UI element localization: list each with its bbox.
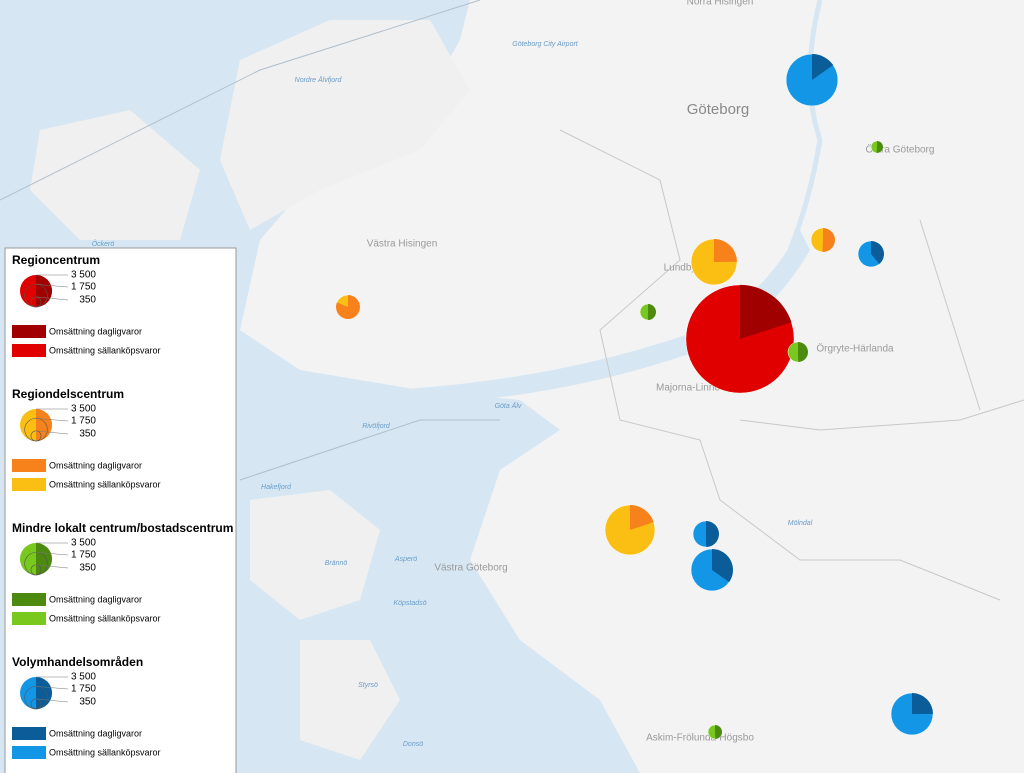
legend-swatch <box>12 593 46 606</box>
legend-scale-label: 1 750 <box>71 416 96 427</box>
place-label: Öckerö <box>92 240 115 248</box>
place-label: Köpstadsö <box>393 600 426 607</box>
legend-leader <box>35 284 69 288</box>
place-label: Majorna-Linné <box>656 383 720 394</box>
place-label: Rivöfjord <box>362 423 391 430</box>
legend-title: Volymhandelsområden <box>12 655 143 669</box>
pie-daily <box>798 341 809 363</box>
legend-item: Omsättning dagligvaror <box>49 594 142 604</box>
legend-leader <box>35 296 69 301</box>
pie-daily <box>630 505 654 530</box>
island <box>300 640 400 760</box>
place-label: Askim-Frölunda-Högsbo <box>646 733 754 744</box>
legend-scale-label: 1 750 <box>71 550 96 561</box>
pie-daily <box>822 227 836 253</box>
legend-item: Omsättning sällanköpsvaror <box>49 479 161 489</box>
legend-swatch <box>12 344 46 357</box>
pie-daily <box>876 141 883 153</box>
place-label: Styrsö <box>358 682 378 689</box>
legend-item: Omsättning dagligvaror <box>49 728 142 738</box>
legend-scale-label: 1 750 <box>71 282 96 293</box>
legend-title: Regiondelscentrum <box>12 387 124 401</box>
place-label: Asperö <box>394 556 417 563</box>
legend-scale-label: 3 500 <box>71 404 96 415</box>
legend-item: Omsättning sällanköpsvaror <box>49 747 161 757</box>
place-label: Örgryte-Härlanda <box>816 343 894 355</box>
place-label: Göteborg <box>687 101 750 118</box>
legend-title: Mindre lokalt centrum/bostadscentrum <box>12 521 233 535</box>
pie-daily <box>706 521 719 547</box>
legend-swatch <box>12 612 46 625</box>
pie-daily <box>912 692 934 714</box>
legend-leader <box>35 698 69 703</box>
legend-scale-label: 350 <box>79 295 96 306</box>
legend-scale-label: 350 <box>79 697 96 708</box>
pie-daily <box>335 294 361 320</box>
place-label: Västra Hisingen <box>367 239 438 250</box>
legend-scale-label: 3 500 <box>71 270 96 281</box>
place-label: Donsö <box>403 741 423 748</box>
place-label: Nordre Älvfjord <box>295 76 343 84</box>
legend-scale-label: 3 500 <box>71 538 96 549</box>
legend-leader <box>35 552 69 556</box>
legend-scale-label: 1 750 <box>71 684 96 695</box>
pie-daily <box>714 239 737 262</box>
legend-scale-label: 350 <box>79 563 96 574</box>
island <box>250 490 380 620</box>
legend-swatch <box>12 746 46 759</box>
place-label: Mölndal <box>788 520 813 527</box>
legend-leader <box>35 686 69 690</box>
legend-item: Omsättning sällanköpsvaror <box>49 613 161 623</box>
legend-item: Omsättning dagligvaror <box>49 326 142 336</box>
mainland <box>240 0 1024 773</box>
place-label: Lundby <box>664 263 697 274</box>
district-border <box>559 129 1024 601</box>
island <box>220 20 470 230</box>
river <box>787 0 823 251</box>
legend-swatch <box>12 325 46 338</box>
legend-scale-label: 350 <box>79 429 96 440</box>
island <box>30 110 200 240</box>
legend-title: Regioncentrum <box>12 253 100 267</box>
legend-item: Omsättning dagligvaror <box>49 460 142 470</box>
place-label: Brännö <box>325 560 348 567</box>
legend-leader <box>35 418 69 422</box>
legend-leader <box>35 564 69 569</box>
place-label: Hakefjord <box>261 484 292 491</box>
pie-daily <box>871 241 884 264</box>
pie-daily <box>712 548 734 583</box>
place-label: Västra Göteborg <box>434 563 507 574</box>
pie-daily <box>715 724 723 739</box>
legend-swatch <box>12 727 46 740</box>
pie-daily <box>740 284 792 339</box>
legend-swatch <box>12 478 46 491</box>
legend-leader <box>35 430 69 435</box>
place-label: Norra Hisingen <box>687 0 754 8</box>
municipal-border <box>0 0 500 481</box>
pie-daily <box>647 304 656 320</box>
pie-daily <box>812 54 834 80</box>
place-label: Göta Älv <box>495 402 522 410</box>
legend-scale-label: 3 500 <box>71 672 96 683</box>
place-label: Göteborg City Airport <box>512 41 579 48</box>
legend-swatch <box>12 459 46 472</box>
legend-item: Omsättning sällanköpsvaror <box>49 345 161 355</box>
